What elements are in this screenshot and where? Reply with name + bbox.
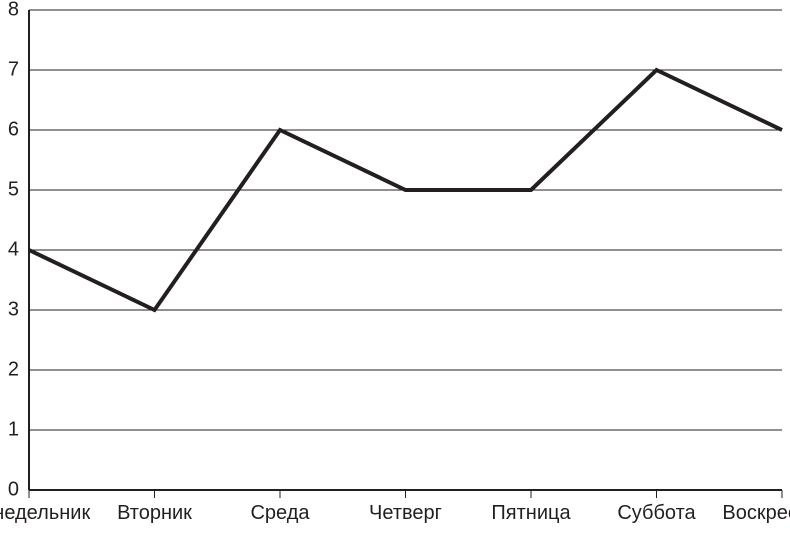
y-tick-label: 0: [0, 479, 19, 502]
x-tick-label: Суббота: [617, 502, 695, 525]
y-tick-label: 6: [0, 119, 19, 142]
chart-svg: [0, 0, 790, 537]
x-tick-label: Среда: [250, 502, 309, 525]
y-tick-label: 5: [0, 179, 19, 202]
x-tick-label: Вторник: [117, 502, 192, 525]
y-tick-label: 3: [0, 299, 19, 322]
y-tick-label: 1: [0, 419, 19, 442]
y-tick-label: 7: [0, 59, 19, 82]
line-chart: 0 1 2 3 4 5 6 7 8 Понедельник Вторник Среда Четверг П…: [0, 0, 790, 537]
y-tick-label: 4: [0, 239, 19, 262]
y-tick-label: 8: [0, 0, 19, 22]
x-tick-label: Воскресенье: [722, 502, 790, 525]
x-tick-label: Понедельник: [0, 502, 90, 525]
x-tick-label: Четверг: [369, 502, 442, 525]
y-tick-label: 2: [0, 359, 19, 382]
x-tick-label: Пятница: [491, 502, 570, 525]
